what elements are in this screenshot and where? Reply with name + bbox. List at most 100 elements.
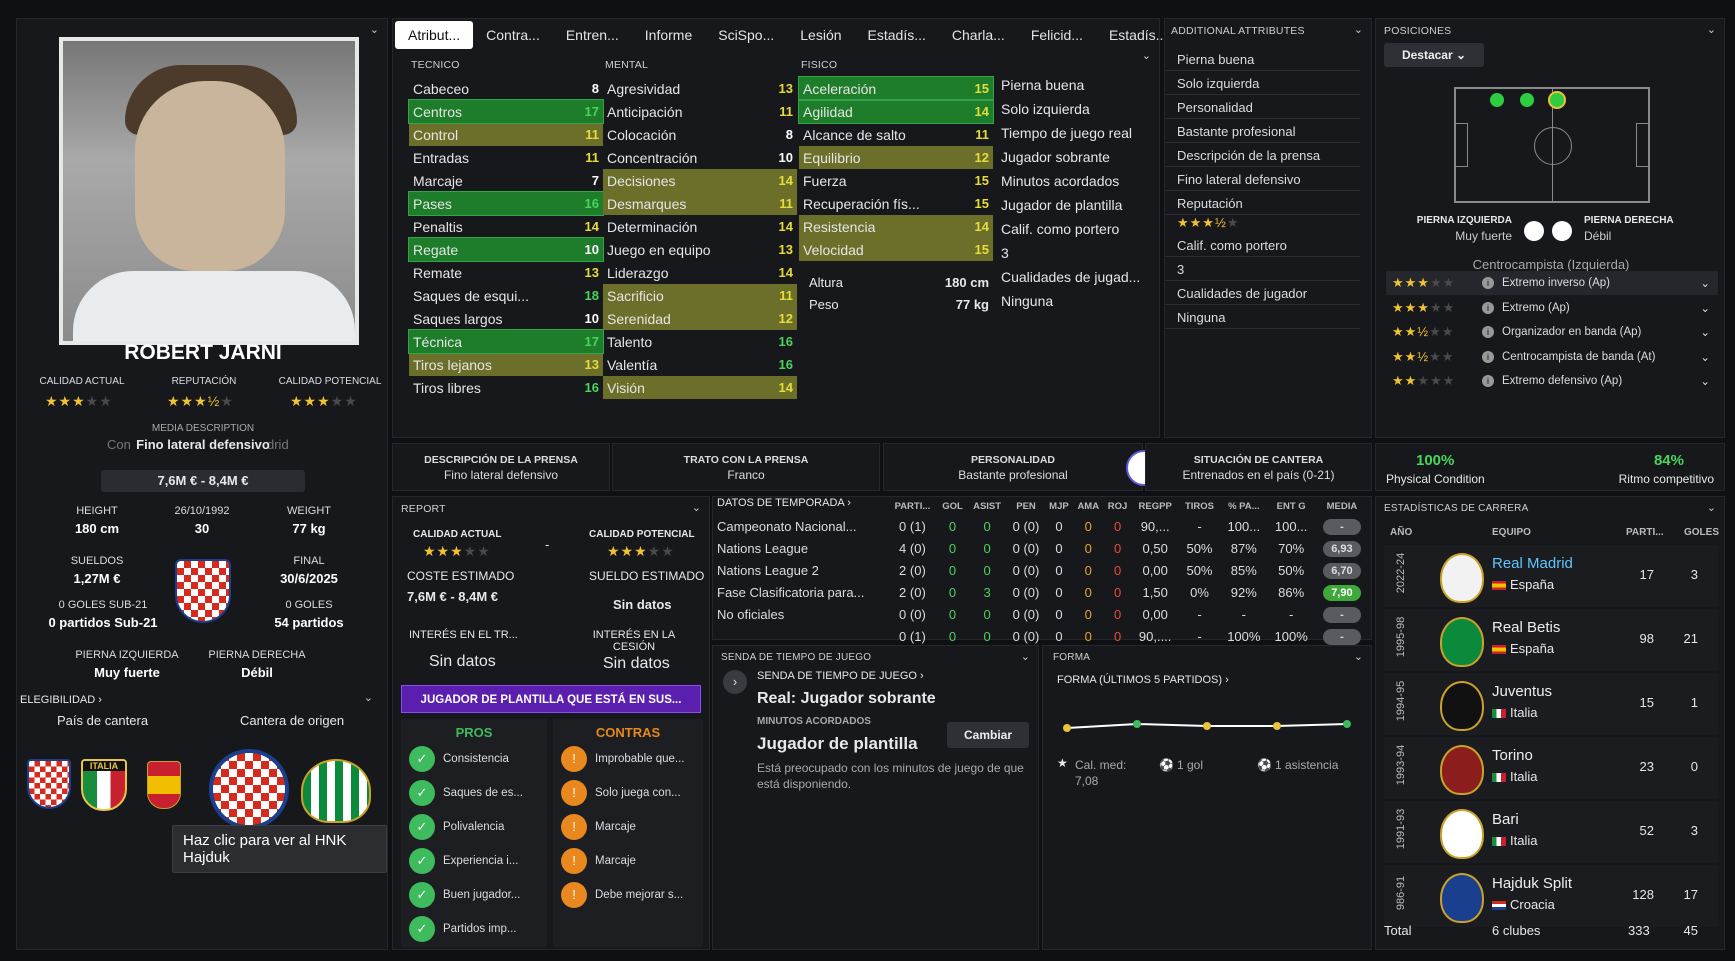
- column-header[interactable]: MJP: [1049, 500, 1069, 512]
- attribute-row[interactable]: Decisiones 14: [603, 169, 797, 192]
- attribute-row[interactable]: Aceleración 15: [798, 76, 994, 101]
- table-row[interactable]: 0 (1) 0 0 0 (0) 0 0 0 90,.... -100% 100% -: [717, 625, 1369, 647]
- chevron-down-icon[interactable]: ⌄: [1353, 24, 1363, 36]
- club-name[interactable]: Bari: [1492, 811, 1519, 828]
- tab-4[interactable]: SciSpo...: [718, 27, 775, 43]
- chevron-down-icon[interactable]: ⌄: [363, 692, 373, 704]
- info-icon[interactable]: i: [1482, 350, 1494, 363]
- career-row[interactable]: 2022-24 Real Madrid España 17 3: [1384, 545, 1718, 607]
- attribute-row[interactable]: Velocidad 15: [799, 238, 993, 261]
- tab-2[interactable]: Entren...: [565, 27, 619, 43]
- attribute-row[interactable]: Alcance de salto 11: [799, 123, 993, 146]
- attribute-row[interactable]: Juego en equipo 13: [603, 238, 797, 261]
- betis-crest[interactable]: [301, 759, 371, 823]
- column-header[interactable]: ENT G: [1276, 500, 1306, 512]
- con-item[interactable]: ! Solo juega con...: [561, 776, 703, 810]
- chevron-down-icon[interactable]: ⌄: [1700, 327, 1710, 339]
- column-header[interactable]: MEDIA: [1326, 500, 1358, 512]
- club-name[interactable]: Juventus: [1492, 683, 1553, 700]
- column-header[interactable]: ROJ: [1107, 500, 1128, 512]
- column-header[interactable]: REGPP: [1138, 500, 1172, 512]
- club-crest-icon[interactable]: [1440, 809, 1484, 859]
- column-header[interactable]: PEN: [1016, 500, 1036, 512]
- club-name[interactable]: Hajduk Split: [1492, 875, 1573, 892]
- column-header[interactable]: PARTI...: [894, 500, 931, 512]
- career-row[interactable]: 1993-94 Torino Italia 23 0: [1384, 737, 1718, 799]
- attribute-row[interactable]: Centros 17: [408, 99, 604, 124]
- form-point[interactable]: [1063, 724, 1071, 732]
- column-header[interactable]: TIROS: [1184, 500, 1214, 512]
- croatia-flag-crest[interactable]: [27, 759, 71, 809]
- tab-0[interactable]: Atribut...: [395, 21, 474, 49]
- role-row[interactable]: ★★½★★ i Centrocampista de banda (At) ⌄: [1386, 345, 1718, 369]
- table-row[interactable]: Campeonato Nacional... 0 (1) 0 0 0 (0) 0 0 0 90,…: [717, 515, 1369, 537]
- change-button[interactable]: Cambiar: [947, 722, 1029, 748]
- chevron-down-icon[interactable]: ⌄: [1706, 502, 1716, 514]
- career-row[interactable]: 1994-95 Juventus Italia 15 1: [1384, 673, 1718, 735]
- pro-item[interactable]: ✓ Partidos imp...: [409, 912, 547, 946]
- tab-1[interactable]: Contra...: [486, 27, 540, 43]
- season-title[interactable]: DATOS DE TEMPORADA ›: [717, 497, 851, 509]
- attribute-row[interactable]: Recuperación fís... 15: [799, 192, 993, 215]
- info-icon[interactable]: i: [1482, 301, 1494, 314]
- column-header[interactable]: AMA: [1077, 500, 1100, 512]
- arrow-icon[interactable]: ›: [723, 670, 747, 694]
- chevron-down-icon[interactable]: ⌄: [1700, 351, 1710, 364]
- attribute-row[interactable]: Remate 13: [409, 261, 603, 284]
- form-point[interactable]: [1133, 720, 1141, 728]
- club-crest-icon[interactable]: [1440, 617, 1484, 667]
- attribute-row[interactable]: Penaltis 14: [409, 215, 603, 238]
- highlight-dropdown[interactable]: Destacar ⌄: [1384, 43, 1484, 67]
- column-header[interactable]: ASIST: [973, 500, 1002, 512]
- form-point[interactable]: [1203, 722, 1211, 730]
- attribute-row[interactable]: Equilibrio 12: [799, 146, 993, 169]
- attribute-row[interactable]: Agilidad 14: [798, 99, 994, 124]
- attribute-row[interactable]: Regate 10: [408, 237, 604, 262]
- role-row[interactable]: ★★★★★ i Extremo defensivo (Ap) ⌄: [1386, 369, 1718, 393]
- attribute-row[interactable]: Tiros lejanos 13: [409, 353, 603, 376]
- attribute-row[interactable]: Colocación 8: [603, 123, 797, 146]
- attribute-row[interactable]: Saques largos 10: [409, 307, 603, 330]
- attribute-row[interactable]: Pases 16: [408, 191, 604, 216]
- club-crest-icon[interactable]: [1440, 553, 1484, 603]
- con-item[interactable]: ! Debe mejorar s...: [561, 878, 703, 912]
- form-point[interactable]: [1343, 720, 1351, 728]
- chevron-down-icon[interactable]: ⌄: [691, 502, 701, 514]
- attribute-row[interactable]: Fuerza 15: [799, 169, 993, 192]
- croatia-crest[interactable]: [175, 559, 231, 623]
- attribute-row[interactable]: Talento 16: [603, 330, 797, 353]
- italia-crest[interactable]: ITALIA: [81, 759, 127, 811]
- tab-9[interactable]: Estadís...: [1108, 27, 1168, 43]
- chevron-down-icon[interactable]: ⌄: [1700, 302, 1710, 315]
- table-row[interactable]: Nations League 2 2 (0) 0 0 0 (0) 0 0 0 0,00 50% 85…: [717, 559, 1369, 581]
- chevron-down-icon[interactable]: ⌄: [1020, 651, 1030, 663]
- tab-6[interactable]: Estadís...: [867, 27, 926, 43]
- career-row[interactable]: 1995-98 Real Betis España 98 21: [1384, 609, 1718, 671]
- role-row[interactable]: ★★★★★ i Extremo inverso (Ap) ⌄: [1386, 271, 1718, 295]
- info-icon[interactable]: i: [1482, 375, 1494, 387]
- attribute-row[interactable]: Determinación 14: [603, 215, 797, 238]
- club-name[interactable]: Real Betis: [1492, 619, 1561, 636]
- pro-item[interactable]: ✓ Saques de es...: [409, 776, 547, 810]
- attribute-row[interactable]: Liderazgo 14: [603, 261, 797, 284]
- chevron-down-icon[interactable]: ⌄: [1700, 278, 1710, 290]
- attribute-row[interactable]: Resistencia 14: [799, 215, 993, 238]
- tab-8[interactable]: Felicid...: [1030, 27, 1083, 43]
- table-row[interactable]: No oficiales 0 (0) 0 0 0 (0) 0 0 0 0,00 - - - -: [717, 603, 1369, 625]
- pro-item[interactable]: ✓ Buen jugador...: [409, 878, 547, 912]
- attribute-row[interactable]: Entradas 11: [409, 146, 603, 169]
- info-icon[interactable]: i: [1482, 277, 1494, 289]
- spain-crest[interactable]: [147, 761, 181, 809]
- attribute-row[interactable]: Saques de esqui... 18: [409, 284, 603, 307]
- career-row[interactable]: 1991-93 Bari Italia 52 3: [1384, 801, 1718, 863]
- club-name[interactable]: Torino: [1492, 747, 1533, 764]
- chevron-down-icon[interactable]: ⌄: [1700, 376, 1710, 388]
- club-crest-icon[interactable]: [1440, 873, 1484, 923]
- attribute-row[interactable]: Marcaje 7: [409, 169, 603, 192]
- squad-player-banner[interactable]: JUGADOR DE PLANTILLA QUE ESTÁ EN SUS...: [401, 685, 701, 713]
- tab-5[interactable]: Lesión: [800, 27, 842, 43]
- attribute-row[interactable]: Desmarques 11: [603, 192, 797, 215]
- club-name[interactable]: Real Madrid: [1492, 555, 1573, 572]
- attribute-row[interactable]: Valentía 16: [603, 353, 797, 376]
- column-header[interactable]: GOL: [942, 500, 963, 512]
